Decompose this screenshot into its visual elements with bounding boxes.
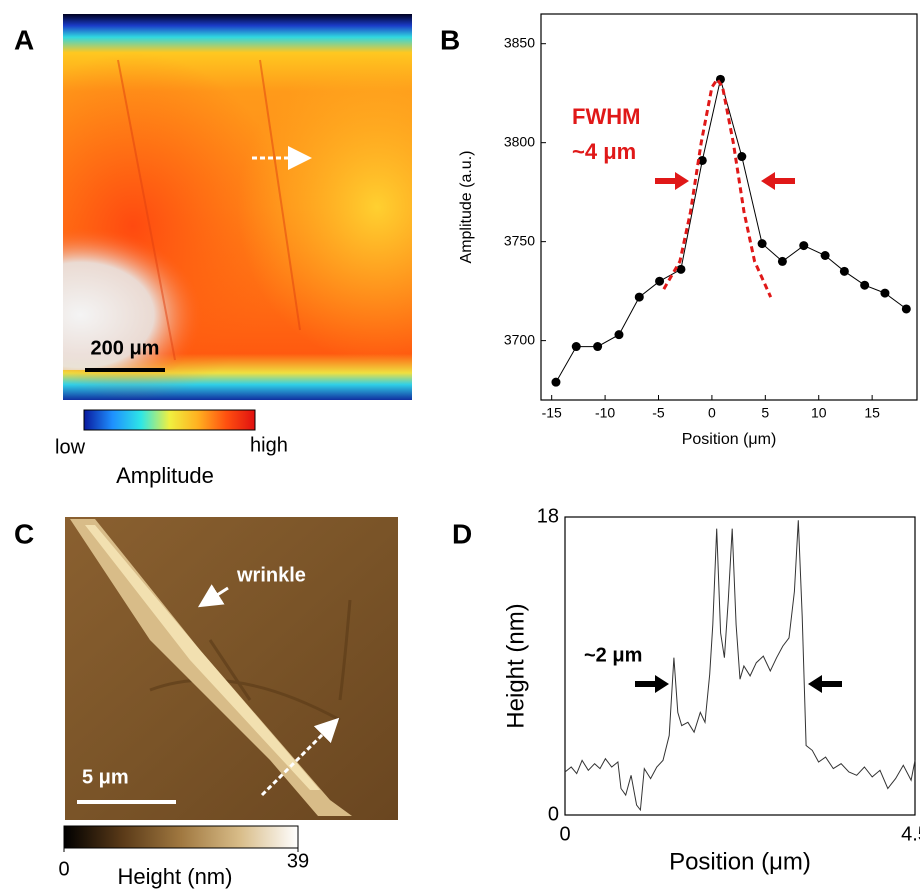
arrow	[761, 172, 795, 190]
y-tick-label: 0	[548, 803, 559, 825]
x-axis-label: Position (μm)	[682, 431, 777, 448]
data-point	[551, 377, 561, 387]
data-point	[777, 256, 787, 266]
colorbar-label: Amplitude	[116, 463, 214, 488]
data-point	[737, 152, 747, 162]
plot-frame	[540, 13, 918, 401]
arrow	[197, 584, 229, 608]
panel-label: C	[14, 518, 34, 549]
colorbar-tick-label: 39	[287, 850, 309, 872]
data-point	[655, 276, 665, 286]
x-tick-label: 10	[811, 405, 827, 421]
x-tick-label: 15	[864, 405, 880, 421]
colorbar	[63, 825, 299, 849]
y-tick-label: 3700	[504, 331, 535, 347]
series-line	[564, 520, 916, 812]
scale-bar-label: 200 μm	[91, 337, 160, 359]
panel-label: A	[14, 24, 34, 55]
x-tick-label: -10	[595, 405, 615, 421]
scale-bar-label: 5 μm	[82, 766, 129, 788]
plot-frame	[564, 516, 916, 816]
data-point	[634, 292, 644, 302]
arrow	[635, 675, 669, 693]
x-tick-label: 0	[559, 823, 570, 845]
annotation: ~4 μm	[572, 139, 636, 164]
colorbar-label: Height (nm)	[118, 864, 233, 889]
arrow	[655, 172, 689, 190]
data-point	[901, 304, 911, 314]
colorbar-tick-label: 0	[58, 858, 69, 880]
arrow	[808, 675, 842, 693]
data-point	[880, 288, 890, 298]
data-point	[676, 264, 686, 274]
colorbar-low: low	[55, 436, 86, 458]
x-tick-label: -5	[652, 405, 665, 421]
y-tick-label: 3850	[504, 34, 535, 50]
x-axis-label: Position (μm)	[669, 848, 811, 875]
data-point	[820, 250, 830, 260]
y-tick-label: 3800	[504, 133, 535, 149]
panel-label: B	[440, 24, 460, 55]
series-line	[662, 76, 773, 298]
data-point	[839, 266, 849, 276]
panel-label: D	[452, 518, 472, 549]
annotation: FWHM	[572, 104, 640, 129]
y-tick-label: 3750	[504, 232, 535, 248]
map-shade	[63, 120, 412, 370]
wrinkle	[85, 525, 320, 790]
y-axis-label: Amplitude (a.u.)	[458, 151, 475, 264]
data-point	[593, 342, 603, 352]
map-feature	[149, 599, 352, 722]
y-axis-label: Height (nm)	[502, 603, 529, 728]
data-point	[571, 342, 581, 352]
data-point	[799, 241, 809, 251]
arrow	[260, 717, 340, 797]
y-tick-label: 18	[537, 505, 559, 527]
x-tick-label: 0	[708, 405, 716, 421]
x-tick-label: 5	[761, 405, 769, 421]
colorbar-high: high	[250, 434, 288, 456]
map-feature	[117, 59, 301, 361]
data-point	[860, 280, 870, 290]
data-point	[614, 330, 624, 340]
annotation: ~2 μm	[584, 644, 642, 666]
x-tick-label: -15	[542, 405, 562, 421]
x-tick-label: 4.5	[901, 823, 920, 845]
colorbar	[83, 409, 256, 431]
annotation: wrinkle	[236, 564, 306, 586]
data-point	[697, 155, 707, 165]
data-point	[757, 239, 767, 249]
